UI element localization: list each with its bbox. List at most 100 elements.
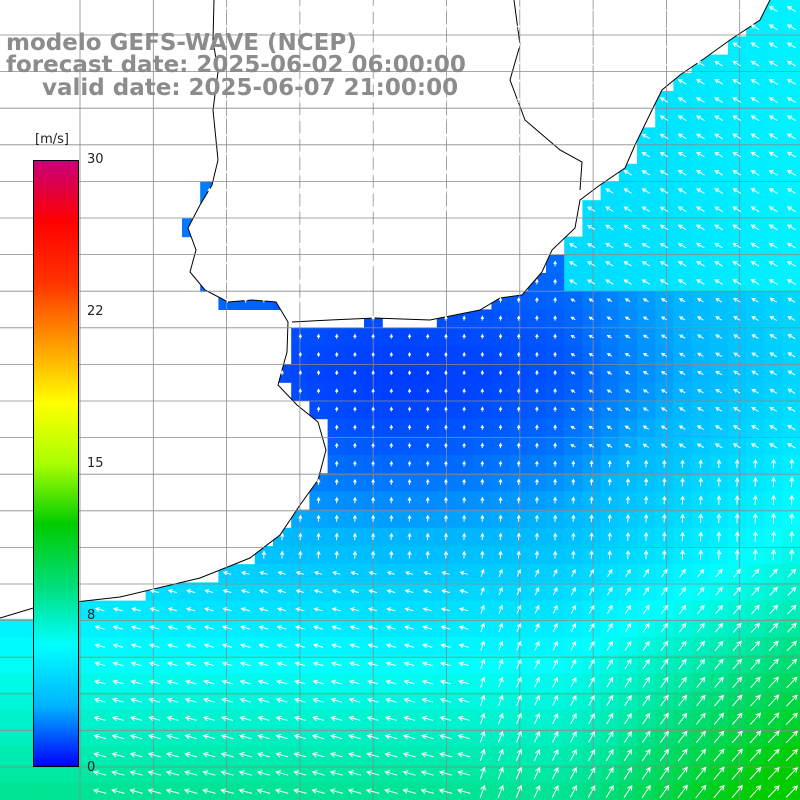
- wind-arrow: [698, 477, 704, 487]
- wind-arrow: [605, 97, 614, 103]
- wind-arrow: [695, 206, 705, 213]
- wind-arrow: [661, 586, 668, 596]
- wind-arrow: [334, 278, 339, 285]
- wind-arrow: [349, 643, 360, 649]
- wind-arrow: [353, 242, 357, 249]
- wind-arrow: [771, 512, 777, 524]
- wind-arrow: [677, 206, 687, 213]
- wind-arrow: [787, 388, 796, 394]
- wind-arrow: [716, 549, 722, 560]
- wind-arrow: [404, 625, 414, 630]
- wind-arrow: [257, 679, 270, 685]
- wind-arrow: [750, 206, 760, 213]
- wind-arrow: [353, 442, 357, 449]
- wind-arrow: [750, 676, 761, 689]
- wind-arrow: [148, 715, 161, 722]
- wind-arrow: [680, 459, 685, 468]
- wind-arrow: [732, 443, 741, 449]
- wind-arrow: [497, 748, 504, 762]
- wind-arrow: [623, 188, 632, 194]
- wind-arrow: [280, 60, 285, 67]
- wind-arrow: [240, 607, 250, 612]
- wind-arrow: [695, 730, 706, 744]
- wind-arrow: [352, 96, 357, 103]
- wind-arrow: [240, 625, 251, 630]
- wind-arrow: [316, 297, 321, 303]
- wind-cell: [0, 709, 19, 729]
- wind-arrow: [225, 78, 230, 85]
- wind-arrow: [586, 61, 596, 67]
- wind-arrow: [535, 315, 539, 321]
- wind-arrow: [480, 496, 485, 504]
- wind-arrow: [695, 115, 705, 122]
- wind-arrow: [570, 730, 577, 743]
- wind-arrow: [659, 151, 669, 158]
- wind-arrow: [768, 97, 778, 103]
- wind-arrow: [605, 279, 614, 285]
- wind-arrow: [330, 697, 343, 703]
- wind-arrow: [353, 388, 357, 394]
- wind-arrow: [787, 334, 796, 340]
- wind-arrow: [316, 406, 321, 412]
- wind-arrow: [425, 41, 430, 49]
- wind-arrow: [769, 370, 777, 376]
- wind-arrow: [623, 170, 632, 176]
- wind-arrow: [751, 425, 759, 431]
- wind-arrow: [298, 242, 303, 249]
- wind-arrow: [752, 512, 758, 524]
- wind-arrow: [334, 550, 339, 559]
- wind-arrow: [553, 78, 558, 85]
- wind-arrow: [785, 730, 799, 744]
- wind-arrow: [769, 334, 778, 340]
- wind-arrow: [677, 279, 687, 285]
- wind-arrow: [587, 766, 596, 780]
- wind-arrow: [715, 407, 723, 412]
- wind-arrow: [589, 550, 594, 559]
- wind-arrow: [732, 261, 742, 267]
- wind-arrow: [605, 206, 614, 212]
- wind-arrow: [352, 532, 357, 541]
- wind-arrow: [334, 60, 339, 67]
- wind-cell: [0, 637, 19, 656]
- wind-arrow: [94, 661, 106, 667]
- wind-arrow: [407, 496, 412, 504]
- wind-arrow: [312, 697, 324, 703]
- wind-arrow: [202, 715, 215, 722]
- wind-arrow: [353, 370, 357, 376]
- wind-arrow: [642, 676, 651, 688]
- wind-arrow: [606, 604, 613, 614]
- wind-arrow: [498, 460, 503, 467]
- wind-arrow: [443, 550, 449, 559]
- wind-arrow: [534, 114, 539, 121]
- wind-arrow: [185, 607, 196, 612]
- wind-arrow: [371, 224, 375, 230]
- wind-arrow: [786, 242, 796, 249]
- wind-arrow: [225, 60, 230, 67]
- wind-arrow: [256, 788, 271, 794]
- wind-arrow: [316, 132, 321, 140]
- wind-arrow: [588, 586, 595, 596]
- wind-arrow: [551, 748, 559, 761]
- wind-arrow: [785, 712, 799, 725]
- wind-arrow: [606, 622, 613, 633]
- wind-arrow: [677, 170, 687, 176]
- wind-arrow: [607, 514, 612, 523]
- wind-arrow: [462, 132, 467, 140]
- wind-arrow: [498, 169, 503, 176]
- wind-arrow: [714, 188, 723, 194]
- wind-arrow: [498, 514, 503, 522]
- wind-arrow: [768, 188, 778, 194]
- wind-arrow: [316, 514, 321, 522]
- wind-arrow: [786, 188, 796, 194]
- wind-arrow: [334, 224, 339, 230]
- wind-arrow: [534, 460, 539, 467]
- wind-arrow: [243, 223, 248, 231]
- wind-arrow: [280, 132, 285, 140]
- wind-arrow: [386, 571, 395, 576]
- wind-arrow: [768, 6, 778, 12]
- wind-arrow: [605, 766, 614, 780]
- wind-arrow: [605, 748, 614, 762]
- wind-arrow: [643, 531, 649, 541]
- land-mask: [0, 0, 770, 618]
- wind-arrow: [225, 23, 230, 30]
